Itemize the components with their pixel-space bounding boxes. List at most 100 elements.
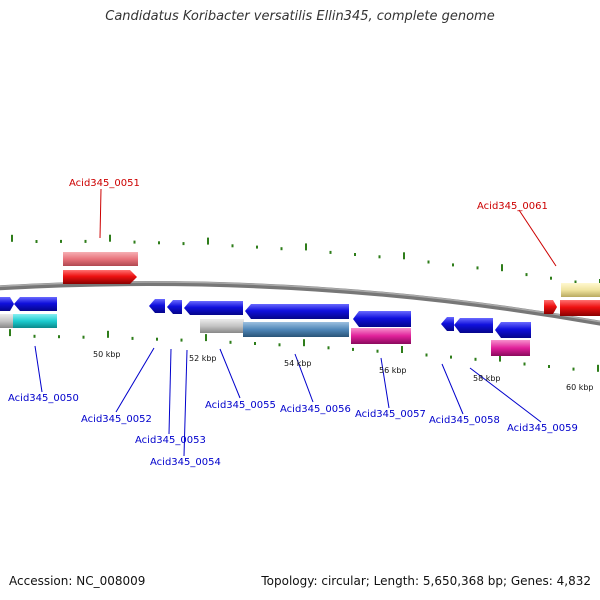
connector-0051 [99, 188, 102, 239]
gene-label-0054[interactable]: Acid345_0054 [150, 457, 221, 468]
gene-blue-0059[interactable] [495, 322, 531, 338]
gene-label-0056[interactable]: Acid345_0056 [280, 404, 351, 415]
minor-tick [254, 342, 256, 345]
minor-tick [180, 338, 183, 342]
gene-cyan-0050[interactable] [13, 314, 57, 328]
minor-tick [158, 241, 160, 245]
connector-0056 [294, 353, 314, 403]
gene-red-small-0061[interactable] [544, 300, 557, 314]
gene-label-0051[interactable]: Acid345_0051 [69, 178, 140, 189]
tick-label-58kbp: 58 kbp [473, 374, 501, 383]
minor-tick [354, 253, 356, 256]
major-tick [501, 264, 503, 272]
minor-tick [378, 255, 381, 259]
minor-tick [229, 340, 232, 344]
minor-tick [574, 280, 577, 284]
minor-tick [280, 247, 283, 251]
gene-blue-0050[interactable] [14, 297, 57, 311]
genome-summary-text: Topology: circular; Length: 5,650,368 bp… [261, 574, 591, 588]
connector-0054 [183, 349, 188, 457]
minor-tick [33, 334, 36, 338]
tick-label-60kbp: 60 kbp [566, 383, 594, 392]
gene-blue-0058b[interactable] [454, 318, 493, 333]
minor-tick [427, 260, 430, 264]
minor-tick [450, 355, 452, 359]
minor-tick [131, 336, 134, 340]
minor-tick [182, 242, 185, 246]
gene-blue-0055[interactable] [245, 304, 349, 319]
minor-tick [329, 250, 332, 254]
gene-label-0055[interactable]: Acid345_0055 [205, 400, 276, 411]
gene-blue-0053[interactable] [184, 301, 243, 315]
major-tick [9, 329, 11, 337]
gene-magenta-0057[interactable] [351, 328, 411, 344]
minor-tick [425, 353, 428, 357]
major-tick [205, 334, 207, 342]
minor-tick [327, 346, 330, 350]
connector-0050 [34, 345, 43, 393]
gene-label-0058[interactable]: Acid345_0058 [429, 415, 500, 426]
minor-tick [352, 347, 354, 351]
connector-0061 [518, 209, 557, 267]
major-tick [597, 364, 599, 372]
gene-red-right-0061[interactable] [560, 300, 600, 316]
gene-label-0057[interactable]: Acid345_0057 [355, 409, 426, 420]
connector-0057 [380, 357, 390, 409]
gene-grey-0055[interactable] [200, 319, 244, 333]
minor-tick [84, 239, 87, 243]
gene-label-0052[interactable]: Acid345_0052 [81, 414, 152, 425]
map-title: Candidatus Koribacter versatilis Ellin34… [105, 9, 495, 24]
minor-tick [376, 349, 379, 353]
tick-label-50kbp: 50 kbp [93, 350, 121, 359]
gene-label-0059[interactable]: Acid345_0059 [507, 423, 578, 434]
minor-tick [231, 244, 234, 248]
tick-label-56kbp: 56 kbp [379, 366, 407, 375]
minor-tick [525, 273, 528, 277]
minor-tick [35, 240, 38, 243]
gene-blue-0052a[interactable] [149, 299, 165, 313]
minor-tick [476, 266, 479, 270]
minor-tick [156, 337, 158, 341]
gene-blue-0058a[interactable] [441, 317, 454, 331]
major-tick [403, 252, 405, 260]
gene-pink-outer[interactable] [63, 252, 138, 266]
gene-label-0050[interactable]: Acid345_0050 [8, 393, 79, 404]
gene-blue-edge[interactable] [0, 297, 14, 311]
gene-magenta-0059[interactable] [491, 340, 530, 356]
gene-red-arrow-0051[interactable] [63, 270, 137, 284]
gene-steel-0056[interactable] [243, 322, 349, 337]
connector-0052 [115, 347, 155, 413]
accession-text: Accession: NC_008009 [9, 574, 146, 588]
genome-backbone [0, 281, 600, 326]
minor-tick [133, 240, 136, 244]
gene-blue-0052b[interactable] [167, 300, 182, 314]
connector-0053 [168, 348, 172, 435]
major-tick [303, 339, 305, 347]
tick-label-52kbp: 52 kbp [189, 354, 217, 363]
connector-0058 [441, 363, 464, 415]
connector-0055 [219, 348, 241, 399]
gene-label-0061[interactable]: Acid345_0061 [477, 201, 548, 212]
minor-tick [572, 367, 575, 371]
gene-blue-0057[interactable] [353, 311, 411, 327]
minor-tick [82, 335, 85, 339]
major-tick [107, 330, 109, 338]
minor-tick [548, 365, 550, 368]
minor-tick [278, 343, 281, 347]
connector-0059 [469, 367, 542, 423]
major-tick [499, 354, 501, 362]
major-tick [207, 237, 209, 245]
gene-grey-edge[interactable] [0, 314, 13, 328]
major-tick [305, 243, 307, 251]
tick-label-54kbp: 54 kbp [284, 359, 312, 368]
major-tick [401, 346, 403, 353]
minor-tick [452, 263, 454, 267]
major-tick [11, 234, 13, 242]
minor-tick [474, 357, 477, 361]
minor-tick [58, 335, 60, 339]
gene-label-0053[interactable]: Acid345_0053 [135, 435, 206, 446]
minor-tick [60, 239, 62, 243]
gene-yellow-0061[interactable] [561, 283, 600, 297]
minor-tick [256, 245, 258, 249]
minor-tick [550, 276, 552, 280]
